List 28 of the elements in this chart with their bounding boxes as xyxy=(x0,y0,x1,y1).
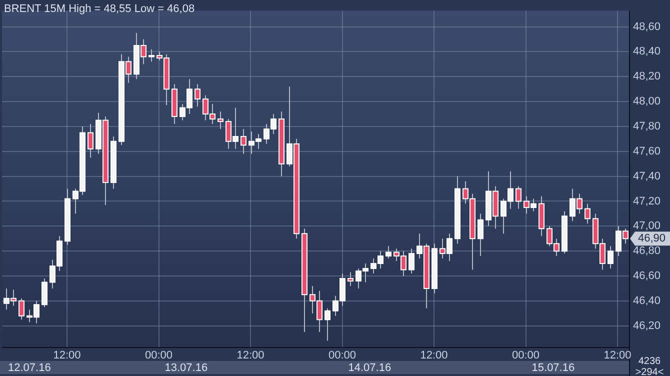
y-tick-label: 48,20 xyxy=(633,70,661,83)
x-tick-label: 12:00 xyxy=(236,350,264,362)
y-tick-label: 48,40 xyxy=(633,46,661,58)
text: 15.07.16 xyxy=(532,362,575,374)
y-tick-label: 46,80 xyxy=(633,245,661,258)
y-tick-label: 46,20 xyxy=(633,320,661,332)
x-tick-label: 00:00 xyxy=(328,350,356,362)
y-tick-label: 47,80 xyxy=(633,120,661,132)
x-tick-label: 12:00 xyxy=(53,350,81,362)
chart-title: BRENT 15M High = 48,55 Low = 46,08 xyxy=(4,3,195,15)
x-tick-label: 12:00 xyxy=(604,350,632,362)
text: >294< xyxy=(635,366,664,376)
x-tick-label: 12:00 xyxy=(420,350,448,362)
text: 14.07.16 xyxy=(348,362,392,374)
x-tick-label: 00:00 xyxy=(512,350,540,362)
y-tick-label: 48,00 xyxy=(633,96,661,108)
text: 4236 xyxy=(638,356,662,367)
y-tick-label: 47,60 xyxy=(633,145,661,158)
text: 12.07.16 xyxy=(8,362,51,374)
y-tick-label: 47,00 xyxy=(633,220,661,232)
y-tick-label: 46,60 xyxy=(633,270,661,282)
text: 13.07.16 xyxy=(164,362,208,374)
y-tick-label: 48,60 xyxy=(633,20,661,33)
y-tick-label: 47,20 xyxy=(633,195,661,208)
y-tick-label: 46,40 xyxy=(633,294,661,307)
annotation: 46,90 xyxy=(638,232,666,245)
x-tick-label: 00:00 xyxy=(144,350,173,362)
y-tick-label: 47,40 xyxy=(633,170,661,182)
